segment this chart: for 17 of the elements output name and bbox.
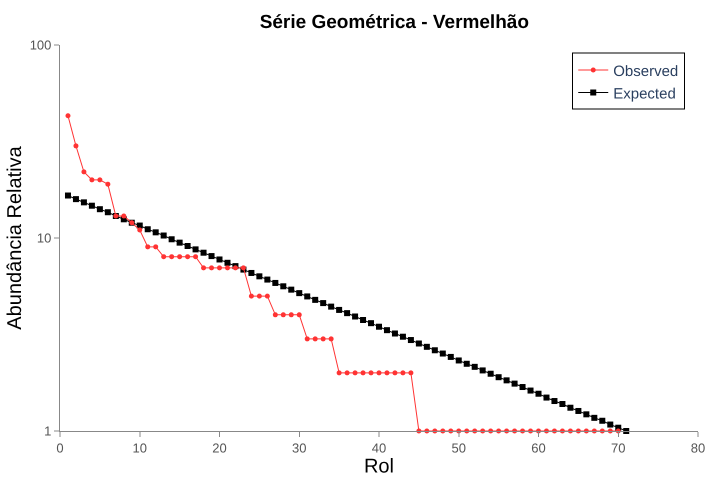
x-tick-label: 20 xyxy=(212,440,227,456)
x-tick-label: 10 xyxy=(132,440,147,456)
x-tick-label: 30 xyxy=(292,440,306,456)
x-tick-label: 50 xyxy=(452,440,466,456)
x-tick-label: 40 xyxy=(372,440,386,456)
y-tick-label: 100 xyxy=(30,38,52,53)
x-tick-label: 70 xyxy=(611,440,626,456)
y-tick-label: 1 xyxy=(44,424,52,439)
y-axis-title: Abundância Relativa xyxy=(4,145,26,330)
x-tick-label: 0 xyxy=(56,440,64,456)
legend-label: Observed xyxy=(613,62,678,80)
y-tick-label: 10 xyxy=(36,230,52,246)
x-axis-title: Rol xyxy=(364,456,394,478)
chart-title: Série Geométrica - Vermelhão xyxy=(260,12,529,33)
x-tick-label: 80 xyxy=(690,440,706,456)
legend-label: Expected xyxy=(613,85,676,102)
x-tick-label: 60 xyxy=(531,440,546,456)
